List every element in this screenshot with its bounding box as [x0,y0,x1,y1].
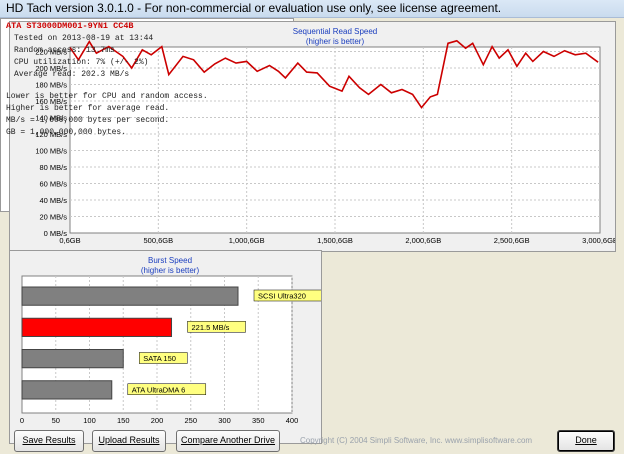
y-tick-label: 180 MB/s [35,81,67,90]
x-tick-label: 0 [20,416,24,425]
note-line: GB = 1,000,000,000 bytes. [6,128,127,137]
drive-name: ATA ST3000DM001-9YN1 CC4B [6,21,134,31]
bar-label-box [139,352,188,364]
x-tick-label: 500,6GB [144,236,174,245]
sequential-read-chart: Sequential Read Speed(higher is better) 0… [35,27,618,245]
note-line: MB/s = 1,000,000 bytes per second. [6,116,170,125]
random-access-line: Random access: 13.7ms [14,46,115,55]
y-tick-label: 200 MB/s [35,64,67,73]
bar-label: SATA 150 [143,354,176,363]
burst-speed-chart: Burst Speed(higher is better) 0 50 100 150 20… [20,256,328,425]
burst-bar [21,317,173,337]
y-tick-label: 120 MB/s [35,130,67,139]
note-line: Higher is better for average read. [6,104,170,113]
x-tick-label: 250 [184,416,197,425]
x-tick-label: 2,000,6GB [405,236,441,245]
copyright-text: Copyright (C) 2004 Simpli Software, Inc.… [300,436,533,445]
burst-speed-panel: Burst Speed (higher is better) 0 50 100 150 20… [9,250,328,444]
x-tick-label: 400 [286,416,299,425]
x-tick-label: 100 [83,416,96,425]
y-tick-label: 20 MB/s [39,213,67,222]
chart-title: Burst Speed [148,256,192,265]
upload-results-button[interactable]: Upload Results [92,430,166,452]
y-tick-label: 220 MB/s [35,48,67,57]
x-tick-label: 300 [218,416,231,425]
x-tick-label: 350 [252,416,265,425]
bar-label-box [127,383,207,395]
tested-on-line: Tested on 2013-08-19 at 13:44 [14,34,154,43]
client-area: Sequential Read Speed (higher is better) 0… [0,18,624,454]
x-tick-label: 150 [117,416,130,425]
chart-subtitle: (higher is better) [141,266,200,275]
bar-label: ATA UltraDMA 6 [132,385,186,394]
y-tick-label: 140 MB/s [35,114,67,123]
done-button[interactable]: Done [557,430,615,452]
y-tick-label: 160 MB/s [35,97,67,106]
y-tick-label: 100 MB/s [35,147,67,156]
y-tick-label: 80 MB/s [39,163,67,172]
x-tick-label: 200 [151,416,164,425]
y-tick-label: 40 MB/s [39,196,67,205]
compare-another-drive-button[interactable]: Compare Another Drive [176,430,280,452]
bar-label-box [187,321,246,333]
bar-label: 221.5 MB/s [192,323,230,332]
chart-title: Sequential Read Speed [293,27,378,36]
x-tick-label: 50 [52,416,60,425]
average-read-line: Average read: 202.3 MB/s [14,70,130,79]
save-results-button[interactable]: Save Results [14,430,84,452]
sequential-read-line [69,39,599,109]
y-tick-label: 60 MB/s [39,180,67,189]
sequential-read-panel: Sequential Read Speed (higher is better) 0… [9,21,618,252]
x-tick-label: 3,000,6GB [582,236,615,245]
title-bar[interactable]: HD Tach version 3.0.1.0 - For non-commer… [0,0,624,18]
note-line: Lower is better for CPU and random acces… [6,92,208,101]
bar-label: SCSI Ultra320 [258,292,306,301]
y-tick-label: 0 MB/s [44,229,68,238]
x-tick-label: 1,500,6GB [317,236,353,245]
x-tick-label: 1,000,6GB [229,236,265,245]
chart-subtitle: (higher is better) [306,37,365,46]
burst-bar [21,380,113,400]
x-tick-label: 2,500,6GB [494,236,530,245]
x-tick-label: 0,6GB [59,236,80,245]
window-title: HD Tach version 3.0.1.0 - For non-commer… [6,1,502,15]
cpu-utilization-line: CPU utilization: 7% (+/- 2%) [14,58,149,67]
burst-bar [21,349,124,369]
burst-bar [21,286,239,306]
